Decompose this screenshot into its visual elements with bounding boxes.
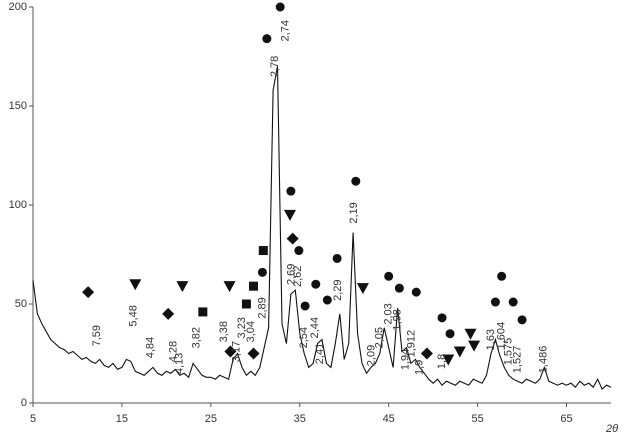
y-tick-label: 0 [21, 397, 27, 409]
peak-label: 2,89 [256, 297, 268, 318]
diamond-marker [420, 347, 433, 360]
circle-marker [300, 301, 310, 311]
circle-marker [286, 186, 296, 196]
circle-marker [384, 271, 394, 281]
x-tick-label: 25 [205, 413, 217, 425]
triangle-marker [453, 346, 466, 358]
diamond-marker [224, 345, 237, 358]
triangle-marker [356, 283, 369, 295]
x-tick-label: 35 [294, 413, 306, 425]
peak-label: 3,38 [218, 321, 230, 342]
circle-marker [394, 283, 404, 293]
pattern-line [32, 66, 612, 391]
peak-label: 2,09 [366, 345, 378, 366]
peak-label: 3,04 [245, 321, 257, 342]
peak-label: 3,17 [231, 341, 243, 362]
peak-label: 5,48 [127, 305, 139, 326]
circle-marker [332, 253, 342, 263]
x-tick-label: 5 [30, 413, 36, 425]
circle-marker [445, 329, 455, 339]
diamond-marker [82, 286, 95, 299]
peak-label: 2,44 [309, 317, 321, 338]
square-marker [198, 307, 208, 317]
x-axis-label: 2θ [605, 423, 618, 435]
peak-label: 1,63 [485, 329, 497, 350]
peak-label: 1,9 [414, 360, 426, 375]
diamond-marker [162, 307, 175, 320]
peak-label: 4,84 [144, 337, 156, 358]
x-tick-label: 45 [383, 413, 395, 425]
circle-marker [437, 313, 447, 323]
diamond-marker [286, 232, 299, 245]
peak-label: 7,59 [91, 325, 103, 346]
peak-label: 1,98 [391, 309, 403, 330]
peak-label: 2,74 [279, 20, 291, 41]
square-marker [258, 246, 268, 256]
peak-label: 4,13 [174, 353, 186, 374]
triangle-marker [176, 281, 189, 293]
peak-label: 1,575 [503, 338, 515, 366]
triangle-marker [223, 281, 236, 293]
square-marker [249, 281, 259, 291]
circle-marker [311, 279, 321, 289]
x-tick-label: 15 [116, 413, 128, 425]
circle-marker [351, 176, 361, 186]
peak-label: 2,05 [374, 327, 386, 348]
peak-label: 1,8 [436, 354, 448, 369]
peak-label: 1,486 [537, 346, 549, 374]
circle-marker [257, 267, 267, 277]
peak-label: 1,527 [512, 346, 524, 374]
peak-label: 3,82 [191, 327, 203, 348]
circle-marker [517, 315, 527, 325]
y-tick-label: 150 [9, 100, 27, 112]
peak-label: 2,54 [298, 327, 310, 348]
circle-marker [322, 295, 332, 305]
circle-marker [262, 34, 272, 44]
circle-marker [497, 271, 507, 281]
square-marker [241, 299, 251, 309]
peak-label: 1,604 [496, 322, 508, 350]
triangle-marker [468, 340, 481, 352]
x-tick-label: 65 [560, 413, 572, 425]
peak-label: 2,29 [332, 279, 344, 300]
x-tick-label: 55 [471, 413, 483, 425]
peak-label: 2,41 [314, 343, 326, 364]
peak-label: 2,62 [292, 266, 304, 287]
triangle-marker [283, 209, 296, 221]
peak-label: 3,23 [236, 317, 248, 338]
triangle-marker [129, 279, 142, 291]
peak-label: 2,78 [269, 56, 281, 77]
peak-label: 1,912 [406, 330, 418, 358]
peak-label: 2,03 [383, 303, 395, 324]
circle-marker [508, 297, 518, 307]
triangle-marker [464, 328, 477, 340]
diamond-marker [247, 347, 260, 360]
peak-label: 2,19 [348, 202, 360, 223]
circle-marker [490, 297, 500, 307]
circle-marker [411, 287, 421, 297]
peak-label: 2,69 [286, 264, 298, 285]
triangle-marker [442, 354, 455, 366]
y-tick-label: 200 [9, 1, 27, 13]
circle-marker [294, 246, 304, 256]
peak-label: 4,28 [167, 341, 179, 362]
y-tick-label: 50 [15, 298, 27, 310]
circle-marker [275, 2, 285, 12]
peak-label: 1,94 [399, 349, 411, 370]
y-tick-label: 100 [9, 199, 27, 211]
